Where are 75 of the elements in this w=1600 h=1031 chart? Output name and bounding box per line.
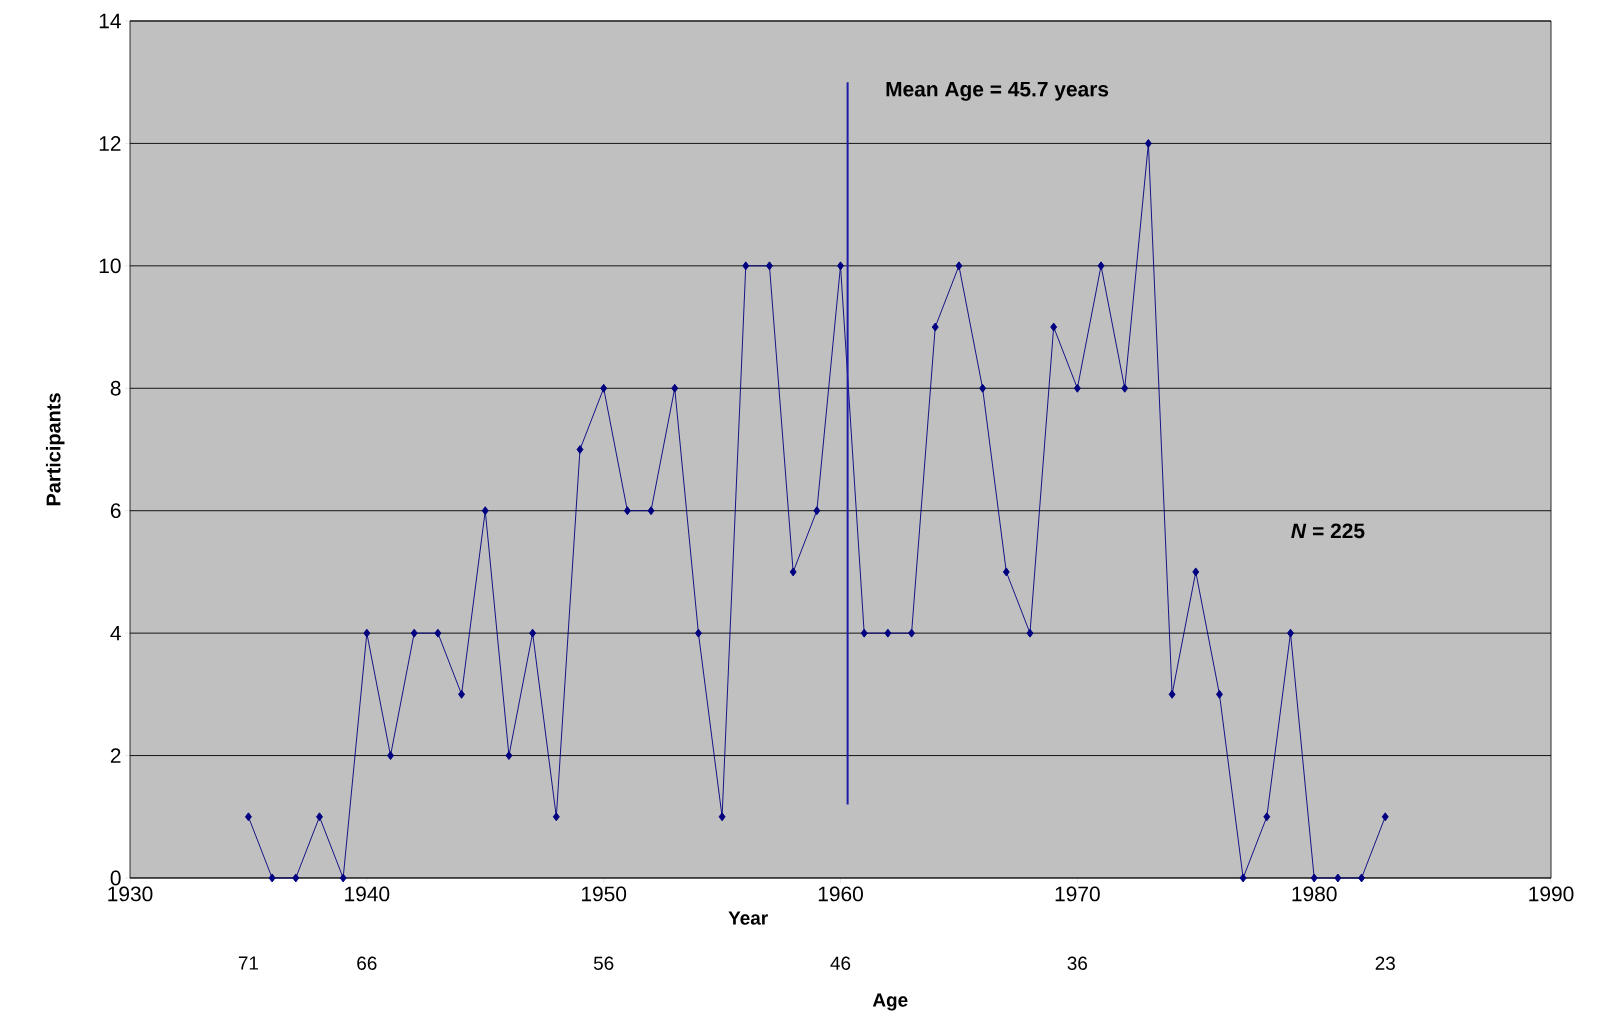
point xyxy=(694,628,702,638)
point xyxy=(623,506,631,516)
point xyxy=(1358,873,1366,883)
x2-tick-label: 36 xyxy=(1067,956,1088,970)
point xyxy=(600,383,608,393)
y-tick-label: 10 xyxy=(99,258,121,274)
x2-tick-label: 56 xyxy=(593,956,614,970)
point xyxy=(789,567,797,577)
point xyxy=(339,873,347,883)
x2-tick-label: 23 xyxy=(1375,956,1395,970)
point xyxy=(979,383,987,393)
y-tick-label: 0 xyxy=(110,870,121,886)
point xyxy=(505,751,513,761)
x-tick-label: 1940 xyxy=(345,886,390,902)
x2-axis-title: Age xyxy=(872,993,908,1011)
point xyxy=(1073,383,1081,393)
point xyxy=(363,628,371,638)
point xyxy=(908,628,916,638)
point xyxy=(576,445,584,454)
x-tick-label: 1980 xyxy=(1292,886,1337,902)
point xyxy=(647,506,655,516)
point xyxy=(316,812,323,822)
point xyxy=(742,261,750,271)
point xyxy=(292,873,300,883)
y-tick-label: 6 xyxy=(110,503,121,519)
point xyxy=(268,873,276,883)
point xyxy=(931,322,939,332)
point xyxy=(1026,628,1034,638)
x-tick-label: 1970 xyxy=(1055,886,1100,902)
ref-line-label: Mean Age = 45.7 years xyxy=(886,81,1109,101)
point xyxy=(1168,689,1176,699)
point xyxy=(1310,873,1318,883)
y-tick-label: 8 xyxy=(110,380,121,396)
x-tick-label: 1990 xyxy=(1529,886,1574,902)
point xyxy=(1192,567,1200,577)
point xyxy=(766,261,773,271)
point xyxy=(458,689,466,699)
y-axis-title: Participants xyxy=(45,393,65,506)
point xyxy=(434,628,442,638)
point xyxy=(1287,628,1294,638)
point xyxy=(1239,873,1247,883)
point xyxy=(1216,689,1223,699)
point xyxy=(481,506,489,516)
x2-tick-label: 46 xyxy=(830,956,851,970)
x-axis-title: Year xyxy=(728,911,768,925)
point xyxy=(1334,873,1342,883)
x-tick-label: 1960 xyxy=(818,886,863,902)
point xyxy=(837,261,844,271)
point xyxy=(671,383,679,393)
point xyxy=(813,506,821,516)
point xyxy=(884,628,892,638)
point xyxy=(244,812,252,822)
point xyxy=(1381,812,1389,822)
point xyxy=(1002,567,1010,577)
y-tick-label: 4 xyxy=(110,625,121,641)
x2-tick-label: 71 xyxy=(238,956,259,970)
point xyxy=(529,628,537,638)
annotation: N = 225 xyxy=(1291,523,1365,539)
point xyxy=(1121,383,1129,393)
x-tick-label: 1950 xyxy=(582,886,627,902)
point xyxy=(1097,261,1105,271)
point xyxy=(1144,138,1152,148)
x-tick-label: 1930 xyxy=(108,886,153,902)
point xyxy=(1050,322,1058,332)
y-tick-label: 14 xyxy=(99,13,121,29)
point xyxy=(718,812,726,822)
y-tick-label: 12 xyxy=(99,136,121,151)
point xyxy=(860,628,868,638)
point xyxy=(410,628,418,638)
point xyxy=(955,261,963,271)
y-tick-label: 2 xyxy=(110,748,121,763)
point xyxy=(387,751,394,761)
point xyxy=(1263,812,1271,822)
point xyxy=(552,812,560,822)
x2-tick-label: 66 xyxy=(357,956,377,970)
